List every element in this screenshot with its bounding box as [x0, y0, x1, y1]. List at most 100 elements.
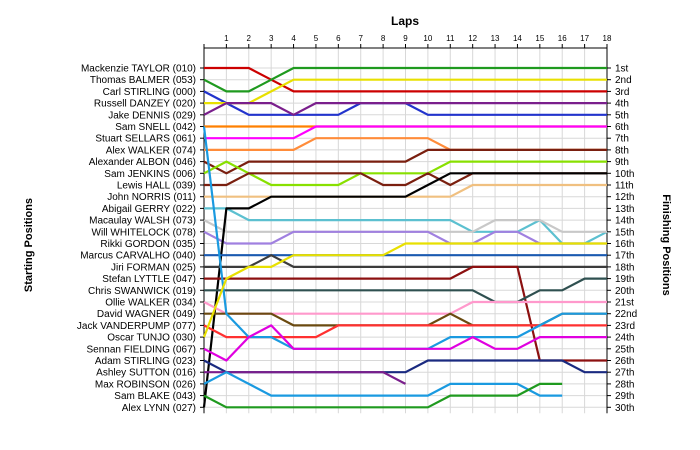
lap-tick-label: 10 [423, 34, 432, 43]
starting-position-label: Oscar TUNJO (030) [107, 333, 196, 344]
driver-line [203, 102, 607, 116]
finishing-position-label: 12th [615, 192, 634, 203]
lap-tick-label: 3 [269, 34, 274, 43]
starting-position-label: Stuart SELLARS (061) [95, 134, 196, 145]
driver-line [204, 254, 607, 268]
finishing-position-label: 13th [615, 204, 634, 215]
lap-tick-label: 2 [247, 34, 252, 43]
lap-tick-label: 8 [381, 34, 386, 43]
finishing-position-label: 15th [615, 227, 634, 238]
finishing-position-label: 25th [615, 344, 634, 355]
finishing-position-label: 5th [615, 110, 629, 121]
starting-position-label: Carl STIRLING (000) [103, 87, 196, 98]
lap-tick-label: 9 [403, 34, 408, 43]
starting-position-label: Sam SNELL (042) [115, 122, 196, 133]
starting-position-label: Jake DENNIS (029) [108, 110, 196, 121]
starting-position-label: David WAGNER (049) [97, 309, 196, 320]
driver-line [204, 125, 607, 140]
finishing-position-label: 19th [615, 274, 634, 285]
finishing-position-label: 8th [615, 145, 629, 156]
finishing-position-label: 10th [615, 169, 634, 180]
lap-tick-label: 7 [358, 34, 363, 43]
starting-position-label: Thomas BALMER (053) [90, 75, 196, 86]
finishing-position-label: 18th [615, 262, 634, 273]
starting-position-label: Sam JENKINS (006) [104, 169, 196, 180]
starting-position-label: Sam BLAKE (043) [114, 391, 196, 402]
driver-line [203, 66, 607, 93]
finishing-position-label: 6th [615, 122, 629, 133]
starting-position-label: Jack VANDERPUMP (077) [77, 321, 196, 332]
starting-position-label: Adam STIRLING (023) [95, 356, 196, 367]
driver-line [204, 78, 607, 105]
lap-tick-label: 16 [558, 34, 567, 43]
starting-position-label: Jiri FORMAN (025) [111, 262, 196, 273]
finishing-position-labels: 1st2nd3rd4th5th6th7th8th9th10th11th12th1… [615, 64, 637, 414]
finishing-position-label: 7th [615, 134, 629, 145]
finishing-position-label: 2nd [615, 75, 632, 86]
driver-line [203, 324, 607, 362]
starting-position-label: Macaulay WALSH (073) [89, 216, 196, 227]
lap-tick-label: 12 [468, 34, 477, 43]
starting-position-label: Ashley SUTTON (016) [96, 368, 196, 379]
finishing-position-label: 21st [615, 298, 634, 309]
chart-title: Laps [391, 14, 419, 28]
lap-tick-label: 11 [446, 34, 455, 43]
finishing-position-label: 24th [615, 333, 634, 344]
finishing-position-label: 23rd [615, 321, 635, 332]
starting-position-label: Alex WALKER (074) [106, 145, 196, 156]
lap-tick-label: 17 [580, 34, 589, 43]
starting-position-label: John NORRIS (011) [107, 192, 196, 203]
starting-position-label: Stefan LYTTLE (047) [102, 274, 196, 285]
starting-position-label: Alex LYNN (027) [122, 403, 196, 414]
finishing-position-label: 16th [615, 239, 634, 250]
finishing-position-label: 14th [615, 216, 634, 227]
finishing-position-label: 28th [615, 379, 634, 390]
driver-line [203, 148, 607, 175]
finishing-position-label: 4th [615, 99, 629, 110]
starting-position-label: Will WHITELOCK (078) [92, 227, 196, 238]
finishing-position-label: 27th [615, 368, 634, 379]
starting-position-label: Alexander ALBON (046) [89, 157, 196, 168]
starting-position-labels: Mackenzie TAYLOR (010)Thomas BALMER (053… [77, 64, 196, 414]
starting-position-label: Mackenzie TAYLOR (010) [81, 64, 196, 75]
finishing-position-label: 11th [615, 181, 634, 192]
starting-position-label: Sennan FIELDING (067) [87, 344, 197, 355]
starting-position-label: Russell DANZEY (020) [94, 99, 196, 110]
finishing-position-label: 1st [615, 64, 629, 75]
driver-line [203, 371, 563, 397]
driver-line [202, 242, 607, 338]
starting-position-label: Chris SWANWICK (019) [88, 286, 196, 297]
lap-tick-label: 13 [491, 34, 500, 43]
driver-line [203, 160, 607, 187]
left-axis-title: Starting Positions [23, 198, 35, 292]
finishing-position-label: 3rd [615, 87, 629, 98]
starting-position-label: Ollie WALKER (034) [105, 298, 196, 309]
driver-lines [202, 66, 608, 409]
finishing-position-label: 22nd [615, 309, 637, 320]
starting-position-label: Marcus CARVALHO (040) [80, 251, 196, 262]
lap-tick-label: 1 [224, 34, 229, 43]
starting-position-label: Max ROBINSON (026) [95, 379, 196, 390]
lap-tick-label: 14 [513, 34, 522, 43]
finishing-position-label: 30th [615, 403, 634, 414]
driver-line [202, 172, 607, 408]
right-axis-title: Finishing Positions [660, 194, 672, 295]
finishing-position-label: 29th [615, 391, 634, 402]
finishing-position-label: 26th [615, 356, 634, 367]
finishing-position-label: 20th [615, 286, 634, 297]
lap-tick-label: 4 [291, 34, 296, 43]
starting-position-label: Lewis HALL (039) [117, 181, 196, 192]
lap-tick-label: 15 [535, 34, 544, 43]
driver-line [204, 371, 407, 385]
lap-tick-label: 5 [314, 34, 319, 43]
starting-position-label: Rikki GORDON (035) [100, 239, 196, 250]
lap-tick-label: 18 [603, 34, 612, 43]
lap-tick-labels: 1 2 3 4 5 6 7 8 9 10 11 12 13 14 15 16 17 18 [224, 34, 612, 43]
finishing-position-label: 9th [615, 157, 629, 168]
lap-tick-label: 6 [336, 34, 341, 43]
starting-position-label: Abigail GERRY (022) [102, 204, 196, 215]
driver-line [203, 382, 563, 409]
driver-line [204, 277, 607, 304]
finishing-position-label: 17th [615, 251, 634, 262]
